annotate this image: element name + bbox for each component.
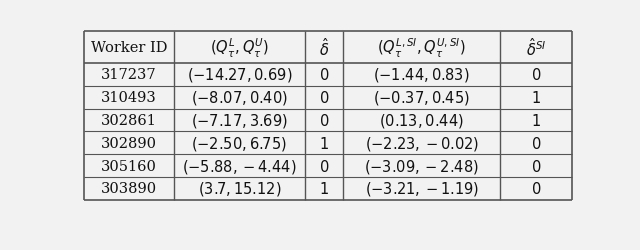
Text: Worker ID: Worker ID: [91, 41, 167, 55]
Text: 305160: 305160: [101, 159, 157, 173]
Text: $0$: $0$: [319, 158, 330, 174]
Text: $(-2.50, 6.75)$: $(-2.50, 6.75)$: [191, 134, 287, 152]
Text: $0$: $0$: [531, 135, 541, 151]
Text: $0$: $0$: [531, 67, 541, 83]
Text: $1$: $1$: [531, 90, 541, 106]
Text: $0$: $0$: [319, 67, 330, 83]
Text: 317237: 317237: [101, 68, 157, 82]
Text: $(-0.37, 0.45)$: $(-0.37, 0.45)$: [373, 89, 470, 107]
Text: $0$: $0$: [319, 112, 330, 128]
Text: $(Q_{\tau}^{L},Q_{\tau}^{U})$: $(Q_{\tau}^{L},Q_{\tau}^{U})$: [210, 36, 269, 59]
Text: $\hat{\delta}^{SI}$: $\hat{\delta}^{SI}$: [526, 37, 547, 59]
Text: 303890: 303890: [101, 182, 157, 196]
Text: $(-5.88, -4.44)$: $(-5.88, -4.44)$: [182, 157, 297, 175]
Text: $(3.7, 15.12)$: $(3.7, 15.12)$: [198, 180, 281, 198]
Text: $1$: $1$: [319, 181, 329, 196]
Text: $1$: $1$: [531, 112, 541, 128]
Text: $\hat{\delta}$: $\hat{\delta}$: [319, 37, 329, 59]
Text: $(-2.23, -0.02)$: $(-2.23, -0.02)$: [365, 134, 479, 152]
Text: $0$: $0$: [319, 90, 330, 106]
Text: 310493: 310493: [101, 91, 157, 105]
Text: $(0.13, 0.44)$: $(0.13, 0.44)$: [380, 112, 464, 130]
Text: $(-8.07, 0.40)$: $(-8.07, 0.40)$: [191, 89, 288, 107]
Text: $(Q_{\tau}^{L,SI},Q_{\tau}^{U,SI})$: $(Q_{\tau}^{L,SI},Q_{\tau}^{U,SI})$: [378, 36, 466, 59]
Text: $(-14.27, 0.69)$: $(-14.27, 0.69)$: [187, 66, 292, 84]
Text: $(-1.44, 0.83)$: $(-1.44, 0.83)$: [374, 66, 470, 84]
Text: 302890: 302890: [101, 136, 157, 150]
Text: $1$: $1$: [319, 135, 329, 151]
Text: $(-7.17, 3.69)$: $(-7.17, 3.69)$: [191, 112, 288, 130]
Text: $0$: $0$: [531, 181, 541, 196]
Text: $(-3.09, -2.48)$: $(-3.09, -2.48)$: [364, 157, 479, 175]
Text: 302861: 302861: [101, 114, 157, 128]
Text: $0$: $0$: [531, 158, 541, 174]
Text: $(-3.21, -1.19)$: $(-3.21, -1.19)$: [365, 180, 479, 198]
